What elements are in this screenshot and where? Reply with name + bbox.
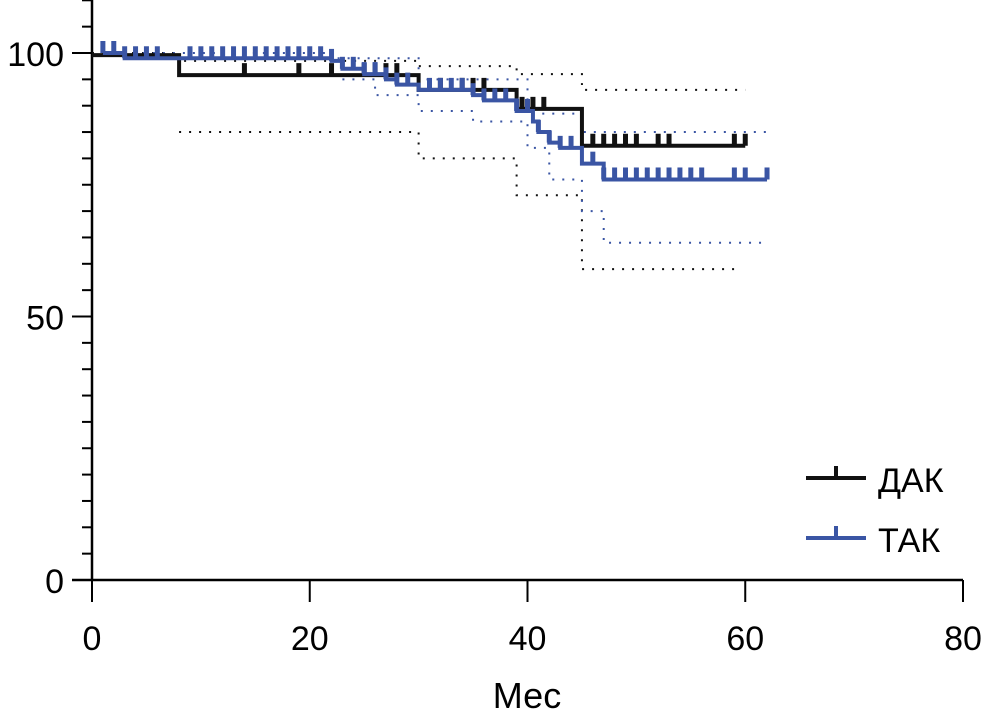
tak-ci-lower-line xyxy=(342,78,768,244)
y-tick-label: 100 xyxy=(7,36,64,74)
x-axis-title: Мес xyxy=(493,675,561,716)
axes xyxy=(72,0,964,602)
y-tick-label: 0 xyxy=(45,563,64,601)
x-tick-label: 0 xyxy=(83,620,102,658)
tick-labels: 0 20 40 60 80 0 50 100 xyxy=(7,36,982,658)
x-tick-label: 80 xyxy=(944,620,982,658)
survival-curves xyxy=(92,41,770,182)
y-tick-label: 50 xyxy=(26,300,64,338)
tak-ci-upper-line xyxy=(102,52,768,134)
tak-legend-label: ТАК xyxy=(878,522,940,560)
tak-survival-line xyxy=(102,51,768,182)
legend: ДАК ТАК xyxy=(806,462,944,560)
dak-ci-lower-line xyxy=(179,131,735,271)
x-tick-label: 20 xyxy=(291,620,329,658)
x-tick-label: 60 xyxy=(726,620,764,658)
x-tick-label: 40 xyxy=(509,620,547,658)
dak-legend-label: ДАК xyxy=(878,462,944,500)
